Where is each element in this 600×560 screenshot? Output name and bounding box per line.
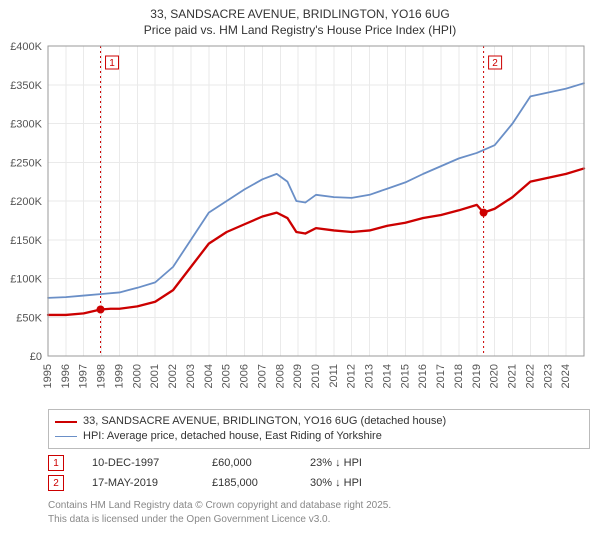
svg-text:1: 1 (109, 58, 115, 69)
chart-container: { "title_line1": "33, SANDSACRE AVENUE, … (0, 0, 600, 560)
svg-text:2004: 2004 (203, 364, 215, 388)
svg-text:2009: 2009 (292, 364, 304, 388)
plot-area: £0 £50K £100K £150K £200K £250K £300K £350K £400… (0, 40, 594, 403)
svg-text:2006: 2006 (239, 364, 251, 388)
svg-text:£300K: £300K (10, 119, 42, 131)
footer-line-2: This data is licensed under the Open Gov… (48, 513, 590, 527)
event-marker-1: 1 (48, 455, 64, 471)
svg-text:2000: 2000 (131, 364, 143, 388)
svg-text:1997: 1997 (78, 364, 90, 388)
legend-label-property: 33, SANDSACRE AVENUE, BRIDLINGTON, YO16 … (83, 414, 446, 429)
svg-text:2016: 2016 (417, 364, 429, 388)
svg-text:2018: 2018 (453, 364, 465, 388)
svg-text:£350K: £350K (10, 80, 42, 92)
legend-swatch-hpi (55, 436, 77, 437)
footer-line-1: Contains HM Land Registry data © Crown c… (48, 499, 590, 513)
svg-text:2022: 2022 (524, 364, 536, 388)
svg-text:1999: 1999 (113, 364, 125, 388)
event-date-1: 10-DEC-1997 (92, 457, 184, 469)
svg-text:£400K: £400K (10, 41, 42, 53)
event-price-2: £185,000 (212, 477, 282, 489)
svg-text:2011: 2011 (328, 364, 340, 388)
svg-text:2015: 2015 (399, 364, 411, 388)
svg-text:1998: 1998 (96, 364, 108, 388)
svg-text:1995: 1995 (42, 364, 54, 388)
svg-text:£250K: £250K (10, 158, 42, 170)
svg-text:2005: 2005 (221, 364, 233, 388)
title-line-2: Price paid vs. HM Land Registry's House … (4, 22, 596, 38)
footer: Contains HM Land Registry data © Crown c… (48, 499, 590, 526)
svg-text:£50K: £50K (16, 313, 42, 325)
chart-title: 33, SANDSACRE AVENUE, BRIDLINGTON, YO16 … (0, 0, 600, 40)
svg-text:2012: 2012 (346, 364, 358, 388)
event-row-2: 2 17-MAY-2019 £185,000 30% ↓ HPI (48, 473, 590, 493)
svg-text:2024: 2024 (560, 364, 572, 388)
svg-text:£100K: £100K (10, 274, 42, 286)
svg-text:2014: 2014 (381, 364, 393, 388)
legend: 33, SANDSACRE AVENUE, BRIDLINGTON, YO16 … (48, 409, 590, 449)
svg-text:£0: £0 (30, 351, 42, 363)
legend-label-hpi: HPI: Average price, detached house, East… (83, 429, 382, 444)
event-price-1: £60,000 (212, 457, 282, 469)
chart-svg: £0 £50K £100K £150K £200K £250K £300K £350K £400… (0, 40, 594, 400)
event-diff-1: 23% ↓ HPI (310, 457, 410, 469)
legend-swatch-property (55, 421, 77, 423)
events-table: 1 10-DEC-1997 £60,000 23% ↓ HPI 2 17-MAY… (48, 453, 590, 493)
event-diff-2: 30% ↓ HPI (310, 477, 410, 489)
svg-text:2001: 2001 (149, 364, 161, 388)
event-date-2: 17-MAY-2019 (92, 477, 184, 489)
svg-text:2019: 2019 (471, 364, 483, 388)
legend-item-hpi: HPI: Average price, detached house, East… (55, 429, 583, 444)
svg-text:2: 2 (492, 58, 498, 69)
svg-text:2020: 2020 (489, 364, 501, 388)
legend-item-property: 33, SANDSACRE AVENUE, BRIDLINGTON, YO16 … (55, 414, 583, 429)
title-line-1: 33, SANDSACRE AVENUE, BRIDLINGTON, YO16 … (4, 6, 596, 22)
svg-text:£150K: £150K (10, 235, 42, 247)
svg-text:2017: 2017 (435, 364, 447, 388)
svg-text:2010: 2010 (310, 364, 322, 388)
svg-text:2021: 2021 (507, 364, 519, 388)
event-marker-2: 2 (48, 475, 64, 491)
svg-text:2002: 2002 (167, 364, 179, 388)
svg-text:2008: 2008 (274, 364, 286, 388)
svg-text:2007: 2007 (256, 364, 268, 388)
svg-text:£200K: £200K (10, 196, 42, 208)
event-row-1: 1 10-DEC-1997 £60,000 23% ↓ HPI (48, 453, 590, 473)
svg-text:2013: 2013 (364, 364, 376, 388)
svg-text:1996: 1996 (60, 364, 72, 388)
svg-text:2023: 2023 (542, 364, 554, 388)
svg-text:2003: 2003 (185, 364, 197, 388)
